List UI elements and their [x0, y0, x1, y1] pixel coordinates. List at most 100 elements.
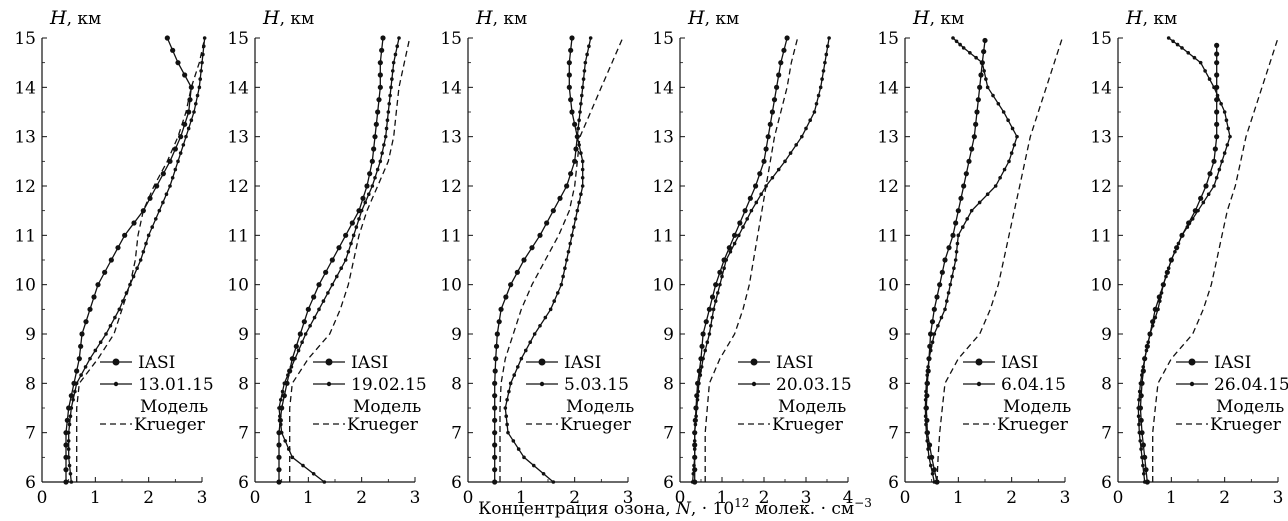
data-point: [1159, 291, 1164, 295]
data-point: [1138, 381, 1143, 386]
data-point: [692, 455, 697, 460]
series-3: [289, 37, 411, 482]
data-point: [115, 245, 121, 251]
data-point: [349, 220, 355, 226]
data-point: [827, 36, 831, 40]
legend-label: Krueger: [997, 415, 1069, 435]
data-point: [932, 480, 937, 484]
data-point: [1142, 480, 1147, 484]
data-point: [581, 77, 586, 81]
legend-label: 19.02.15: [351, 375, 427, 395]
data-point: [522, 455, 526, 460]
data-point: [66, 455, 71, 460]
data-point: [927, 455, 931, 460]
data-point: [74, 368, 80, 374]
legend-marker: [326, 381, 332, 387]
y-tick-label: 6: [451, 473, 462, 493]
data-point: [496, 319, 502, 325]
data-point: [164, 192, 169, 197]
data-point: [956, 233, 961, 238]
data-point: [375, 109, 381, 115]
data-point: [1180, 46, 1184, 50]
data-point: [387, 101, 392, 106]
data-point: [176, 159, 180, 164]
data-point: [701, 356, 705, 361]
data-point: [770, 175, 775, 180]
data-point: [774, 84, 780, 90]
data-point: [67, 422, 72, 427]
data-point: [282, 381, 287, 386]
y-tick-label: 15: [877, 29, 899, 49]
data-point: [83, 319, 89, 325]
data-point: [283, 439, 288, 443]
data-point: [720, 274, 724, 279]
data-point: [763, 146, 769, 152]
data-point: [927, 356, 931, 361]
data-point: [1009, 151, 1014, 155]
data-point: [537, 232, 543, 238]
x-tick-label: 3: [1060, 488, 1071, 508]
data-point: [1171, 39, 1175, 44]
x-tick-label: 1: [90, 488, 101, 508]
data-point: [1201, 200, 1206, 205]
data-point: [373, 121, 379, 127]
data-point: [66, 405, 72, 411]
data-point: [705, 340, 710, 345]
data-point: [575, 208, 580, 213]
y-axis-label: H, км: [49, 7, 101, 29]
data-point: [290, 455, 295, 460]
data-point: [108, 257, 114, 263]
data-point: [982, 37, 988, 44]
data-point: [1212, 184, 1216, 188]
data-point: [578, 110, 582, 114]
y-tick-label: 11: [1090, 226, 1112, 246]
data-point: [1214, 42, 1220, 49]
data-point: [925, 373, 930, 377]
y-tick-label: 8: [1101, 374, 1112, 394]
data-point: [582, 69, 587, 73]
data-point: [1211, 158, 1217, 164]
data-point: [1148, 332, 1152, 336]
data-point: [568, 97, 574, 103]
data-point: [1001, 110, 1006, 114]
legend-marker: [539, 381, 545, 387]
data-point: [931, 306, 937, 312]
x-tick-label: 3: [1273, 488, 1284, 508]
data-point: [788, 151, 793, 155]
data-point: [371, 146, 377, 152]
data-point: [380, 35, 386, 41]
data-point: [170, 175, 175, 180]
data-point: [108, 323, 113, 328]
data-point: [1198, 60, 1203, 65]
data-point: [924, 422, 928, 427]
series-line: [289, 37, 411, 482]
data-point: [181, 143, 186, 147]
legend-label: 13.01.15: [138, 375, 214, 395]
data-point: [336, 245, 342, 251]
y-tick-label: 12: [652, 177, 674, 197]
data-point: [566, 249, 571, 254]
y-tick-label: 6: [25, 473, 36, 493]
data-point: [369, 158, 375, 164]
data-point: [346, 249, 351, 254]
data-point: [776, 72, 782, 78]
data-point: [492, 430, 498, 436]
data-point: [711, 307, 716, 312]
data-point: [66, 447, 71, 451]
data-point: [765, 134, 771, 140]
data-point: [699, 343, 705, 349]
y-tick-label: 11: [227, 226, 249, 246]
data-point: [1219, 101, 1223, 106]
data-point: [825, 44, 830, 49]
data-point: [573, 146, 579, 152]
data-point: [1150, 323, 1155, 328]
data-point: [321, 299, 326, 303]
data-point: [78, 343, 84, 349]
data-point: [577, 200, 581, 205]
data-point: [794, 143, 798, 147]
y-tick-label: 9: [25, 325, 36, 345]
data-point: [493, 356, 499, 362]
data-point: [548, 307, 553, 312]
data-point: [354, 225, 359, 229]
